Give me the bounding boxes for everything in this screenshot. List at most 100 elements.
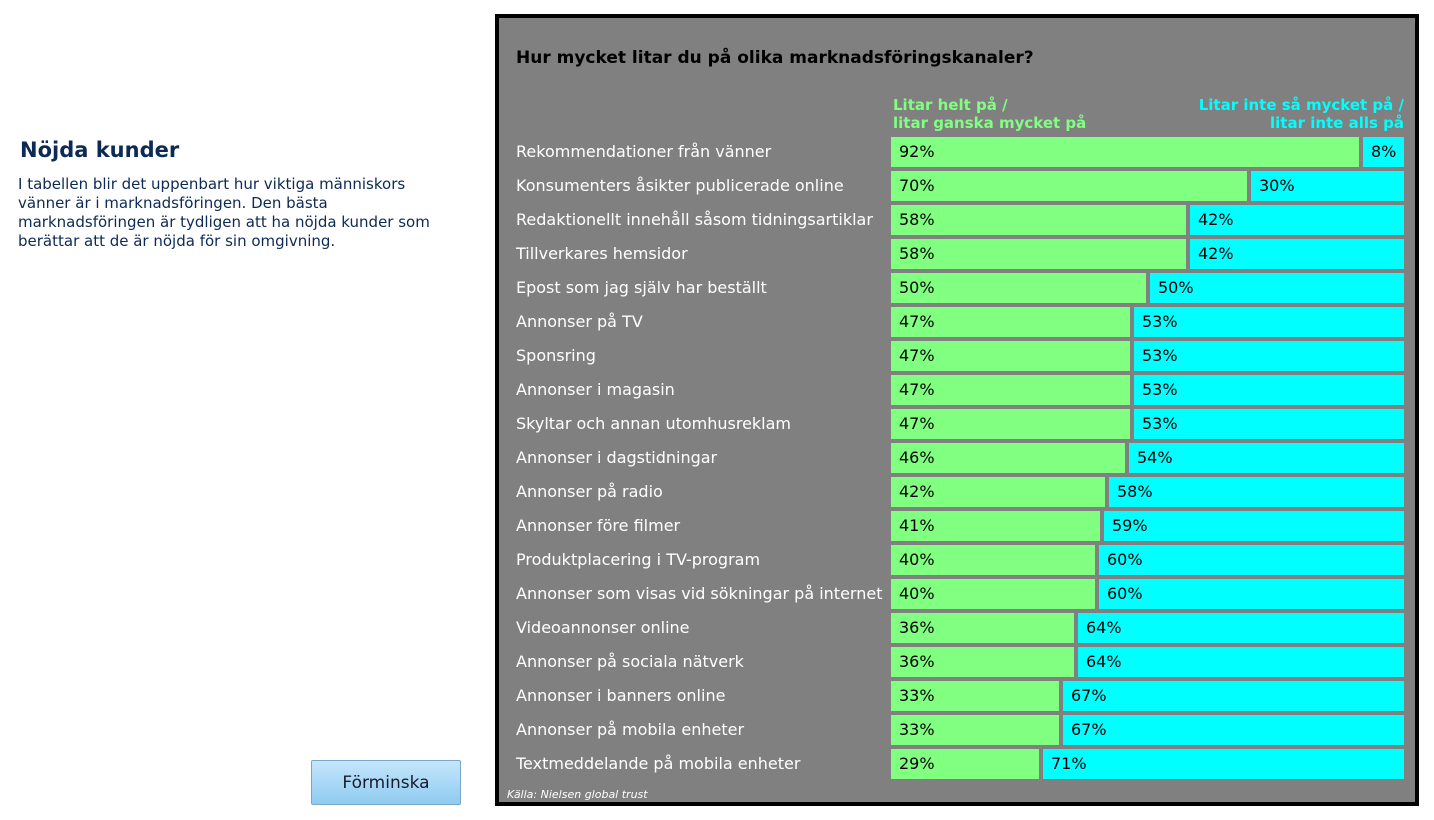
bar-trust bbox=[891, 579, 1095, 609]
bar-area: 47% 53% bbox=[891, 375, 1404, 405]
value-label-distrust: 50% bbox=[1158, 278, 1194, 297]
bar-trust bbox=[891, 273, 1146, 303]
value-label-trust: 40% bbox=[899, 550, 935, 569]
value-label-trust: 33% bbox=[899, 720, 935, 739]
value-label-distrust: 67% bbox=[1071, 686, 1107, 705]
legend-trust-line2: litar ganska mycket på bbox=[893, 114, 1087, 132]
legend-trust: Litar helt på / litar ganska mycket på bbox=[893, 96, 1086, 132]
description-text: I tabellen blir det uppenbart hur viktig… bbox=[18, 175, 430, 250]
category-label: Annonser på mobila enheter bbox=[516, 720, 745, 739]
bar-trust bbox=[891, 137, 1359, 167]
bar-distrust bbox=[1129, 443, 1404, 473]
bar-distrust bbox=[1063, 681, 1404, 711]
value-label-trust: 47% bbox=[899, 312, 935, 331]
bar-area: 70% 30% bbox=[891, 171, 1404, 201]
chart-row: Textmeddelande på mobila enheter 29% 71% bbox=[499, 749, 1415, 783]
value-label-trust: 70% bbox=[899, 176, 935, 195]
bar-distrust bbox=[1134, 409, 1404, 439]
value-label-trust: 47% bbox=[899, 414, 935, 433]
bar-distrust bbox=[1190, 239, 1404, 269]
value-label-distrust: 64% bbox=[1086, 652, 1122, 671]
value-label-distrust: 58% bbox=[1117, 482, 1153, 501]
value-label-trust: 29% bbox=[899, 754, 935, 773]
bar-area: 47% 53% bbox=[891, 341, 1404, 371]
bar-trust bbox=[891, 511, 1100, 541]
bar-trust bbox=[891, 443, 1125, 473]
value-label-trust: 58% bbox=[899, 244, 935, 263]
bar-area: 58% 42% bbox=[891, 239, 1404, 269]
value-label-distrust: 8% bbox=[1371, 142, 1397, 161]
bar-distrust bbox=[1104, 511, 1404, 541]
bar-area: 40% 60% bbox=[891, 579, 1404, 609]
legend-trust-line1: Litar helt på / bbox=[893, 96, 1008, 114]
value-label-distrust: 53% bbox=[1142, 312, 1178, 331]
chart-row: Annonser före filmer 41% 59% bbox=[499, 511, 1415, 545]
value-label-distrust: 71% bbox=[1051, 754, 1087, 773]
value-label-trust: 50% bbox=[899, 278, 935, 297]
category-label: Annonser i dagstidningar bbox=[516, 448, 718, 467]
chart-title: Hur mycket litar du på olika marknadsför… bbox=[516, 48, 1034, 68]
category-label: Videoannonser online bbox=[516, 618, 690, 637]
bar-trust bbox=[891, 409, 1130, 439]
chart-panel: Hur mycket litar du på olika marknadsför… bbox=[495, 14, 1419, 806]
bar-area: 47% 53% bbox=[891, 307, 1404, 337]
bar-trust bbox=[891, 171, 1247, 201]
category-label: Tillverkares hemsidor bbox=[516, 244, 688, 263]
chart-row: Annonser på sociala nätverk 36% 64% bbox=[499, 647, 1415, 681]
bar-distrust bbox=[1150, 273, 1404, 303]
chart-row: Annonser på mobila enheter 33% 67% bbox=[499, 715, 1415, 749]
bar-area: 42% 58% bbox=[891, 477, 1404, 507]
category-label: Konsumenters åsikter publicerade online bbox=[516, 176, 844, 195]
bar-area: 50% 50% bbox=[891, 273, 1404, 303]
bar-distrust bbox=[1109, 477, 1404, 507]
legend-distrust-line1: Litar inte så mycket på / bbox=[1198, 96, 1404, 114]
chart-row: Annonser på radio 42% 58% bbox=[499, 477, 1415, 511]
bar-distrust bbox=[1190, 205, 1404, 235]
bar-distrust bbox=[1134, 375, 1404, 405]
category-label: Produktplacering i TV-program bbox=[516, 550, 761, 569]
bar-trust bbox=[891, 749, 1039, 779]
chart-row: Annonser på TV 47% 53% bbox=[499, 307, 1415, 341]
category-label: Epost som jag själv har beställt bbox=[516, 278, 767, 297]
value-label-distrust: 60% bbox=[1107, 584, 1143, 603]
bar-trust bbox=[891, 205, 1186, 235]
value-label-trust: 92% bbox=[899, 142, 935, 161]
bar-distrust bbox=[1363, 137, 1404, 167]
chart-row: Epost som jag själv har beställt 50% 50% bbox=[499, 273, 1415, 307]
bar-trust bbox=[891, 239, 1186, 269]
bar-distrust bbox=[1099, 545, 1404, 575]
shrink-button[interactable]: Förminska bbox=[311, 760, 461, 805]
bar-area: 41% 59% bbox=[891, 511, 1404, 541]
bar-trust bbox=[891, 341, 1130, 371]
chart-row: Konsumenters åsikter publicerade online 7… bbox=[499, 171, 1415, 205]
value-label-trust: 47% bbox=[899, 380, 935, 399]
chart-row: Videoannonser online 36% 64% bbox=[499, 613, 1415, 647]
bar-trust bbox=[891, 681, 1059, 711]
chart-row: Annonser i dagstidningar 46% 54% bbox=[499, 443, 1415, 477]
value-label-trust: 47% bbox=[899, 346, 935, 365]
category-label: Annonser i banners online bbox=[516, 686, 726, 705]
bar-distrust bbox=[1063, 715, 1404, 745]
category-label: Sponsring bbox=[516, 346, 596, 365]
bar-area: 92% 8% bbox=[891, 137, 1404, 167]
chart-row: Produktplacering i TV-program 40% 60% bbox=[499, 545, 1415, 579]
value-label-distrust: 30% bbox=[1259, 176, 1295, 195]
legend-distrust-line2: litar inte alls på bbox=[1270, 114, 1404, 132]
bar-distrust bbox=[1043, 749, 1404, 779]
value-label-trust: 36% bbox=[899, 618, 935, 637]
chart-row: Skyltar och annan utomhusreklam 47% 53% bbox=[499, 409, 1415, 443]
category-label: Annonser som visas vid sökningar på inte… bbox=[516, 584, 883, 603]
value-label-distrust: 53% bbox=[1142, 414, 1178, 433]
bar-area: 40% 60% bbox=[891, 545, 1404, 575]
page-title: Nöjda kunder bbox=[20, 138, 180, 162]
category-label: Redaktionellt innehåll såsom tidningsart… bbox=[516, 210, 873, 229]
bar-area: 33% 67% bbox=[891, 681, 1404, 711]
value-label-trust: 40% bbox=[899, 584, 935, 603]
bar-trust bbox=[891, 375, 1130, 405]
value-label-distrust: 53% bbox=[1142, 380, 1178, 399]
legend-distrust: Litar inte så mycket på / litar inte all… bbox=[1199, 96, 1404, 132]
value-label-distrust: 67% bbox=[1071, 720, 1107, 739]
category-label: Skyltar och annan utomhusreklam bbox=[516, 414, 792, 433]
value-label-distrust: 42% bbox=[1198, 210, 1234, 229]
category-label: Annonser på sociala nätverk bbox=[516, 652, 744, 671]
